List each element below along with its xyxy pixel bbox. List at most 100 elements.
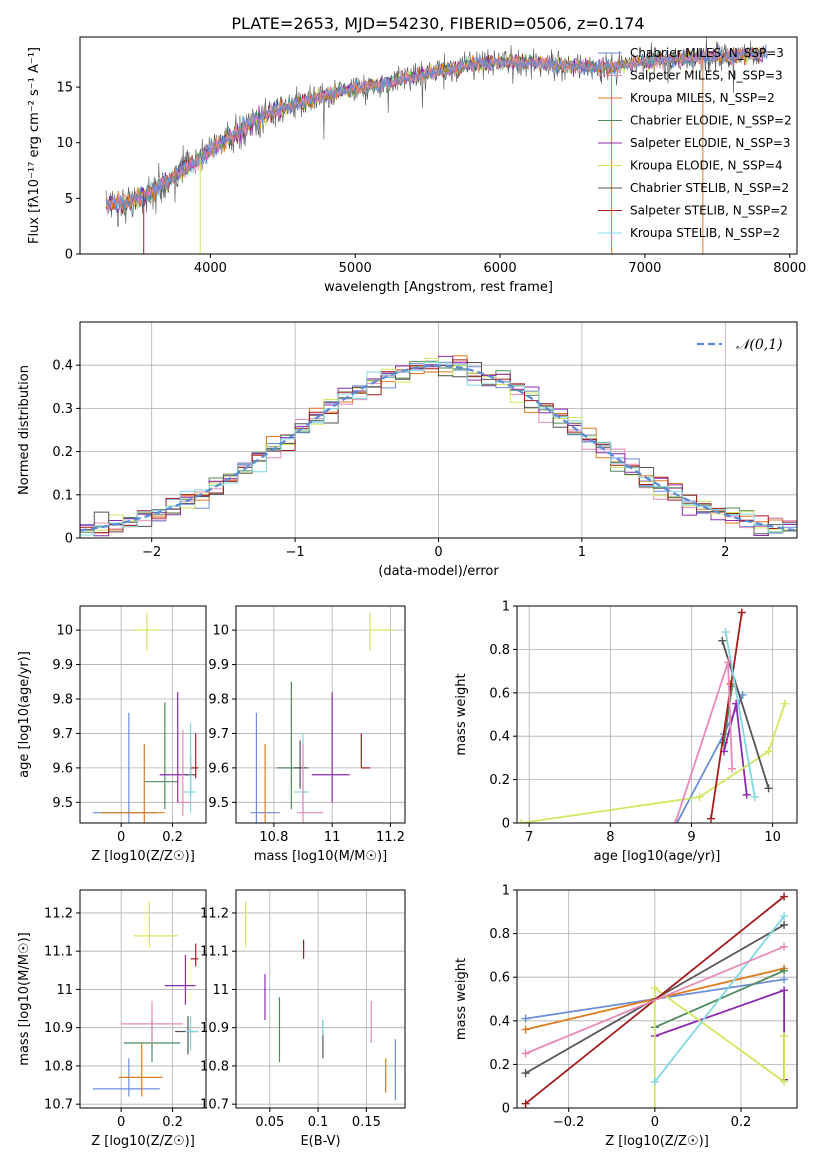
weight-vs-age-xtick-label: 10 (764, 830, 781, 845)
age-vs-Z-ytick-label: 9.6 (52, 761, 73, 776)
weight-vs-Z-xtick-label: 0 (651, 1115, 659, 1130)
age-vs-mass-xtick-label: 10.8 (259, 830, 288, 845)
mass-vs-ebv-xtick-label: 0.1 (308, 1115, 329, 1130)
weight-vs-age-xtick-label: 7 (525, 830, 533, 845)
weight-vs-age-grid (517, 605, 797, 824)
weight-vs-age-xtick-label: 9 (687, 830, 695, 845)
legend-entry-1: Salpeter MILES, N_SSP=3 (630, 69, 783, 83)
spectrum-legend: Chabrier MILES, N_SSP=3 Salpeter MILES, N… (598, 46, 792, 240)
residuals-ytick-label: 0.2 (52, 445, 73, 460)
panel-residuals: −2 −1 0 1 2 0 0.1 0.2 0.3 0.4 (data-model)/error No… (17, 321, 798, 579)
residuals-ytick-label: 0 (65, 532, 73, 547)
weight-vs-Z-point-4-3 (780, 1032, 789, 1041)
mass-vs-ebv-axes: 0.05 0.1 0.15 10.7 10.8 10.9 11 11.1 11.2 E(B-V) (200, 889, 406, 1149)
mass-vs-Z-axes: 0 0.2 10.7 10.8 10.9 11 11.1 11.2 Z [log10(Z/Z☉)… (17, 889, 207, 1149)
weight-vs-Z-point-3-1 (780, 986, 789, 995)
weight-vs-Z-point-1-0 (521, 1025, 530, 1034)
weight-vs-age-point-7-1 (750, 792, 759, 801)
weight-vs-age-point-6-0 (706, 814, 715, 823)
residuals-xtick-label: 2 (721, 545, 729, 560)
age-vs-Z-ylabel: age [log10(age/yr)] (17, 651, 32, 778)
weight-vs-Z-series-4 (653, 986, 785, 1108)
mass-vs-ebv-marks (245, 901, 396, 1101)
weight-vs-Z-point-0-0 (521, 1014, 530, 1023)
weight-vs-age-point-4-1 (695, 792, 704, 801)
mass-vs-ebv-ytick-label: 11.1 (200, 945, 229, 960)
legend-entry-4: Salpeter ELODIE, N_SSP=3 (630, 136, 791, 150)
spectrum-series-0 (105, 44, 768, 213)
spectrum-xtick-label: 5000 (339, 261, 372, 276)
legend-entry-8: Kroupa STELIB, N_SSP=2 (630, 226, 780, 240)
weight-vs-age-ylabel: mass weight (454, 673, 469, 755)
age-vs-mass-frame (235, 605, 406, 824)
spectrum-xtick-label: 6000 (484, 261, 517, 276)
mass-vs-ebv-ytick-label: 10.9 (200, 1021, 229, 1036)
residuals-ytick-label: 0.4 (52, 359, 73, 374)
spectrum-ytick-label: 10 (56, 136, 73, 151)
weight-vs-age-point-7-0 (721, 628, 730, 637)
age-vs-Z-ytick-label: 9.5 (52, 796, 73, 811)
weight-vs-Z-point-4-2 (780, 1077, 789, 1086)
mass-vs-Z-ytick-label: 11 (56, 983, 73, 998)
age-vs-Z-ytick-label: 10 (56, 624, 73, 639)
weight-vs-Z-point-7-1 (780, 912, 789, 921)
spectrum-xtick-label: 7000 (628, 261, 661, 276)
age-vs-mass-xtick-label: 11.2 (376, 830, 405, 845)
residuals-xtick-label: −2 (142, 545, 161, 560)
age-vs-Z-xtick-label: 0 (117, 830, 125, 845)
mass-vs-Z-ylabel: mass [log10(M/M☉)] (17, 932, 32, 1065)
legend-entry-6: Chabrier STELIB, N_SSP=2 (630, 181, 789, 195)
mass-vs-Z-xtick-label: 0.2 (162, 1115, 183, 1130)
mass-vs-Z-ytick-label: 10.9 (44, 1021, 73, 1036)
panel-mass-vs-Z: 0 0.2 10.7 10.8 10.9 11 11.1 11.2 Z [log10(Z/Z☉)… (17, 889, 207, 1149)
panel-age-vs-Z: 0 0.2 9.5 9.6 9.7 9.8 9.9 10 Z [log10(Z/Z☉)] age … (17, 605, 207, 864)
weight-vs-age-point-4-3 (780, 699, 789, 708)
weight-vs-Z-ytick-label: 0.4 (489, 1014, 510, 1029)
weight-vs-age-ytick-label: 1 (502, 600, 510, 615)
weight-vs-age-series-2 (723, 686, 733, 743)
spectrum-frame (79, 36, 798, 255)
weight-vs-age-ytick-label: 0.2 (489, 773, 510, 788)
spectrum-ytick-label: 5 (65, 192, 73, 207)
weight-vs-age-frame (516, 605, 798, 824)
residuals-axes: −2 −1 0 1 2 0 0.1 0.2 0.3 0.4 (data-model)/error No… (17, 321, 798, 579)
mass-vs-ebv-xtick-label: 0.15 (352, 1115, 381, 1130)
weight-vs-Z-ytick-label: 0.2 (489, 1058, 510, 1073)
residuals-xlabel: (data-model)/error (378, 564, 499, 579)
spectrum-xlabel: wavelength [Angstrom, rest frame] (324, 280, 553, 295)
weight-vs-age-series-4 (520, 703, 786, 823)
weight-vs-age-point-5-1 (764, 784, 773, 793)
weight-vs-age-series-7 (724, 631, 756, 798)
weight-vs-age-ytick-label: 0.4 (489, 730, 510, 745)
weight-vs-age-series-5 (721, 640, 770, 789)
legend-entry-0: Chabrier MILES, N_SSP=3 (630, 46, 784, 60)
legend-entry-7: Salpeter STELIB, N_SSP=2 (630, 204, 788, 218)
mass-vs-Z-ytick-label: 11.1 (44, 945, 73, 960)
legend-entry-5: Kroupa ELODIE, N_SSP=4 (630, 159, 783, 173)
weight-vs-Z-point-4-1 (650, 984, 659, 993)
weight-vs-Z-ytick-label: 0.6 (489, 971, 510, 986)
age-vs-mass-xlabel: mass [log10(M/M☉)] (254, 849, 387, 864)
weight-vs-age-xtick-label: 8 (606, 830, 614, 845)
normal-curve (80, 364, 797, 532)
mass-vs-Z-ytick-label: 11.2 (44, 906, 73, 921)
spectrum-ytick-label: 0 (65, 248, 73, 263)
legend-entry-3: Chabrier ELODIE, N_SSP=2 (630, 114, 792, 128)
age-vs-mass-grid (236, 606, 405, 823)
age-vs-mass-ytick-label: 9.5 (208, 796, 229, 811)
age-vs-Z-marks (92, 612, 199, 823)
age-vs-Z-xlabel: Z [log10(Z/Z☉)] (91, 849, 195, 864)
weight-vs-age-point-8-2 (728, 764, 737, 773)
mass-vs-Z-xtick-label: 0 (117, 1115, 125, 1130)
weight-vs-Z-series-8 (525, 945, 785, 1055)
residuals-xtick-label: −1 (286, 545, 305, 560)
age-vs-mass-ytick-label: 9.7 (208, 727, 229, 742)
panel-mass-vs-ebv: 0.05 0.1 0.15 10.7 10.8 10.9 11 11.1 11.2 E(B-V) (200, 889, 406, 1149)
panel-spectrum: 4000 5000 6000 7000 8000 0 5 10 15 wavelength [An… (27, 36, 806, 295)
age-vs-Z-ytick-label: 9.9 (52, 658, 73, 673)
spectrum-ylabel: Flux [fλ10⁻¹⁷ erg cm⁻² s⁻¹ A⁻¹] (27, 47, 42, 244)
spectrum-xtick-label: 8000 (773, 261, 806, 276)
mass-vs-ebv-ytick-label: 11 (212, 983, 229, 998)
legend-entry-2: Kroupa MILES, N_SSP=2 (630, 91, 775, 105)
